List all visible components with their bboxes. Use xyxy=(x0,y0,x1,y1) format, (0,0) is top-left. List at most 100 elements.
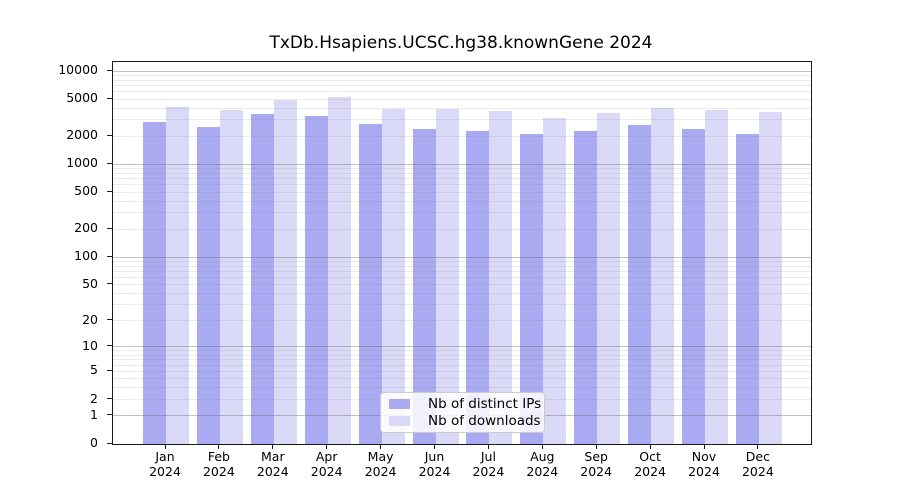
bar-nb-of-distinct-ips-apr xyxy=(304,116,328,444)
y-axis-tick-mark xyxy=(107,398,112,399)
x-axis-tick-label: Jul 2024 xyxy=(458,449,518,479)
bar-nb-of-downloads-oct xyxy=(651,107,675,444)
x-axis-month-label: Jan xyxy=(155,449,175,464)
bar-nb-of-downloads-apr xyxy=(327,97,351,444)
legend-swatch-nb-of-downloads xyxy=(389,416,410,427)
y-axis-tick-label: 50 xyxy=(82,275,98,291)
x-axis-month-label: Apr xyxy=(315,449,338,464)
x-axis-month-label: Jun xyxy=(424,449,445,464)
x-axis-tick-label: Oct 2024 xyxy=(620,449,680,479)
x-axis-tick-mark xyxy=(434,444,435,449)
y-axis-tick-label: 10000 xyxy=(58,62,98,78)
bar-nb-of-distinct-ips-dec xyxy=(735,134,759,444)
y-axis-tick-label: 100 xyxy=(74,248,98,264)
x-axis-year-label: 2024 xyxy=(149,464,181,479)
y-axis-tick-label: 5000 xyxy=(66,90,98,106)
x-axis-tick-mark xyxy=(326,444,328,449)
x-axis-tick-label: Aug 2024 xyxy=(512,449,572,479)
x-axis-tick-mark xyxy=(218,444,220,449)
legend-label: Nb of downloads xyxy=(428,413,541,430)
x-axis-tick-label: May 2024 xyxy=(351,449,411,479)
y-axis-tick-mark xyxy=(107,97,112,99)
y-axis-tick-label: 1 xyxy=(90,406,98,422)
x-axis-tick-mark xyxy=(703,444,705,449)
x-axis-month-label: Mar xyxy=(261,449,285,464)
x-axis-month-label: Feb xyxy=(207,449,230,464)
legend-swatch-nb-of-distinct-ips xyxy=(389,398,410,409)
bar-nb-of-distinct-ips-aug xyxy=(520,133,544,444)
x-axis-month-label: Jul xyxy=(480,449,496,464)
x-axis-month-label: Nov xyxy=(691,449,717,464)
x-axis-year-label: 2024 xyxy=(310,464,343,479)
y-axis-tick-mark xyxy=(107,319,112,321)
bar-nb-of-distinct-ips-may xyxy=(358,124,382,444)
y-axis-tick-label: 2 xyxy=(90,390,98,406)
y-axis-tick-mark xyxy=(107,255,112,257)
bar-nb-of-distinct-ips-jul xyxy=(466,131,490,444)
x-axis-month-label: May xyxy=(367,449,394,464)
y-axis-tick-mark xyxy=(107,190,112,192)
x-axis-tick-mark xyxy=(595,444,597,449)
x-axis-year-label: 2024 xyxy=(580,464,613,479)
x-axis-year-label: 2024 xyxy=(634,464,666,479)
y-axis-tick-mark xyxy=(107,134,112,136)
x-axis-tick-mark xyxy=(272,444,274,449)
y-axis-tick-label: 200 xyxy=(74,220,98,236)
bar-nb-of-distinct-ips-jun xyxy=(412,129,436,444)
y-axis-tick-label: 0 xyxy=(90,435,98,450)
bar-nb-of-distinct-ips-mar xyxy=(250,113,274,444)
x-axis-tick-mark xyxy=(487,444,489,449)
chart-title: TxDb.Hsapiens.UCSC.hg38.knownGene 2024 xyxy=(269,33,653,53)
y-axis-tick-mark xyxy=(107,283,112,285)
x-axis-year-label: 2024 xyxy=(202,464,235,479)
y-axis-tick-mark xyxy=(107,442,112,444)
x-axis-year-label: 2024 xyxy=(741,464,774,479)
bar-nb-of-downloads-jan xyxy=(166,106,189,444)
y-axis-tick-mark xyxy=(107,227,112,229)
bar-nb-of-downloads-feb xyxy=(219,110,243,444)
legend-label: Nb of distinct IPs xyxy=(428,395,542,412)
x-axis-tick-label: Jan 2024 xyxy=(135,449,195,479)
bar-nb-of-distinct-ips-jan xyxy=(143,121,166,444)
x-axis-tick-label: Mar 2024 xyxy=(243,449,303,479)
legend-item-nb-of-distinct-ips: Nb of distinct IPs xyxy=(389,395,541,412)
x-axis-tick-label: Feb 2024 xyxy=(189,449,249,479)
x-axis-tick-mark xyxy=(164,444,166,449)
y-axis-tick-label: 2000 xyxy=(66,127,98,143)
y-axis-tick-label: 1000 xyxy=(66,155,98,171)
x-axis-year-label: 2024 xyxy=(256,464,289,479)
x-axis-month-label: Dec xyxy=(745,449,770,464)
bar-nb-of-distinct-ips-oct xyxy=(628,125,652,444)
bar-nb-of-downloads-jul xyxy=(489,111,513,444)
legend: Nb of distinct IPs Nb of downloads xyxy=(380,392,545,433)
x-axis-year-label: 2024 xyxy=(526,464,559,479)
x-axis-tick-label: Nov 2024 xyxy=(674,449,734,479)
x-axis-tick-label: Jun 2024 xyxy=(405,449,465,479)
x-axis-month-label: Sep xyxy=(584,449,608,464)
x-axis-tick-mark xyxy=(649,444,651,449)
x-axis-tick-label: Dec 2024 xyxy=(728,449,788,479)
plot-area xyxy=(112,61,812,445)
y-axis-tick-mark xyxy=(107,414,112,416)
x-axis-month-label: Aug xyxy=(530,449,555,464)
y-axis-tick-mark xyxy=(107,162,112,164)
y-axis-tick-label: 20 xyxy=(82,311,98,327)
bar-nb-of-downloads-aug xyxy=(543,117,567,444)
y-axis-tick-mark xyxy=(107,345,112,347)
bar-nb-of-distinct-ips-nov xyxy=(682,129,705,444)
bar-nb-of-downloads-dec xyxy=(758,112,782,444)
legend-item-nb-of-downloads: Nb of downloads xyxy=(389,413,541,430)
x-axis-tick-label: Sep 2024 xyxy=(566,449,626,479)
y-axis-tick-mark xyxy=(107,369,112,371)
y-axis-tick-label: 5 xyxy=(90,362,98,378)
x-axis-year-label: 2024 xyxy=(472,464,505,479)
y-axis-tick-label: 10 xyxy=(82,337,98,353)
x-axis-month-label: Oct xyxy=(639,449,661,464)
bars-layer xyxy=(113,62,811,444)
y-axis-tick-mark xyxy=(107,69,112,71)
y-axis-tick-label: 500 xyxy=(74,183,98,199)
bar-nb-of-distinct-ips-sep xyxy=(574,131,598,444)
bar-nb-of-downloads-jun xyxy=(435,109,459,444)
bar-nb-of-downloads-nov xyxy=(705,110,728,444)
